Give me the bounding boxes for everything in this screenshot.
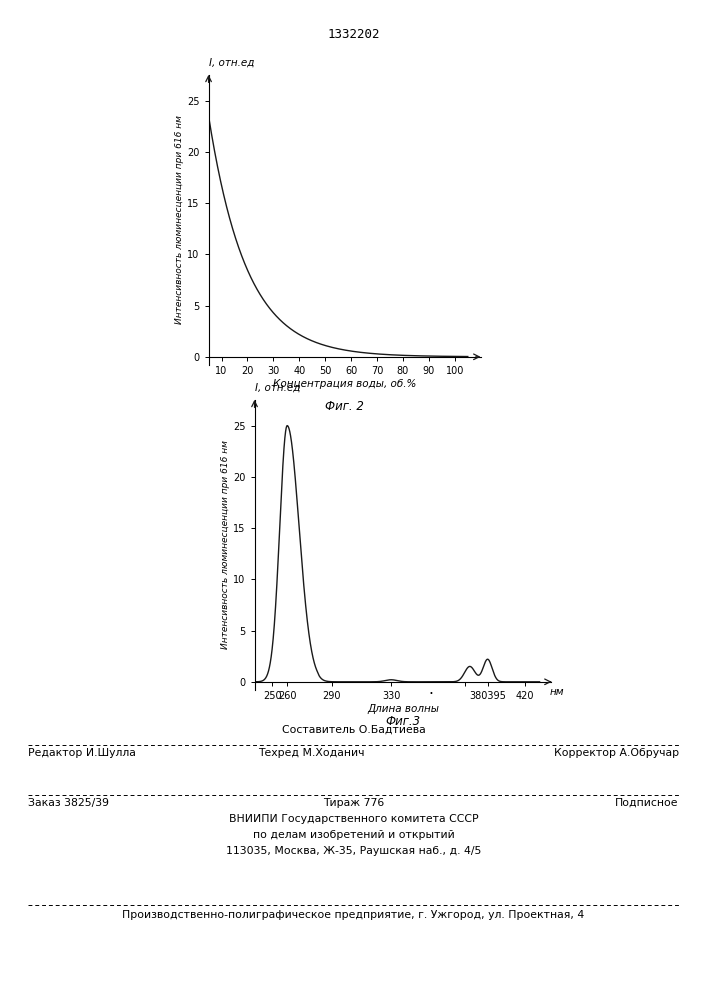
Text: 113035, Москва, Ж-35, Раушская наб., д. 4/5: 113035, Москва, Ж-35, Раушская наб., д. … xyxy=(226,846,481,856)
Text: Производственно-полиграфическое предприятие, г. Ужгород, ул. Проектная, 4: Производственно-полиграфическое предприя… xyxy=(122,910,585,920)
Text: Тираж 776: Тираж 776 xyxy=(323,798,384,808)
Text: Фиг. 2: Фиг. 2 xyxy=(325,400,364,413)
X-axis label: Концентрация воды, об.%: Концентрация воды, об.% xyxy=(273,379,416,389)
Text: Редактор И.Шулла: Редактор И.Шулла xyxy=(28,748,136,758)
Text: I, отн.ед: I, отн.ед xyxy=(255,383,300,393)
Text: Подписное: Подписное xyxy=(615,798,679,808)
Text: Составитель О.Бадтиева: Составитель О.Бадтиева xyxy=(281,725,426,735)
Text: Корректор А.Обручар: Корректор А.Обручар xyxy=(554,748,679,758)
Y-axis label: Интенсивность люминесценции при 616 нм: Интенсивность люминесценции при 616 нм xyxy=(221,441,230,649)
Text: по делам изобретений и открытий: по делам изобретений и открытий xyxy=(252,830,455,840)
Text: I, отн.ед: I, отн.ед xyxy=(209,58,254,68)
Text: 1332202: 1332202 xyxy=(327,28,380,41)
Text: Фиг.3: Фиг.3 xyxy=(385,715,421,728)
Text: нм: нм xyxy=(550,687,565,697)
X-axis label: Длина волны: Длина волны xyxy=(367,704,439,714)
Text: Заказ 3825/39: Заказ 3825/39 xyxy=(28,798,110,808)
Y-axis label: Интенсивность люминесценции при 616 нм: Интенсивность люминесценции при 616 нм xyxy=(175,116,185,324)
Text: ВНИИПИ Государственного комитета СССР: ВНИИПИ Государственного комитета СССР xyxy=(228,814,479,824)
Text: ·: · xyxy=(428,687,433,702)
Text: Техред М.Ходанич: Техред М.Ходанич xyxy=(258,748,364,758)
